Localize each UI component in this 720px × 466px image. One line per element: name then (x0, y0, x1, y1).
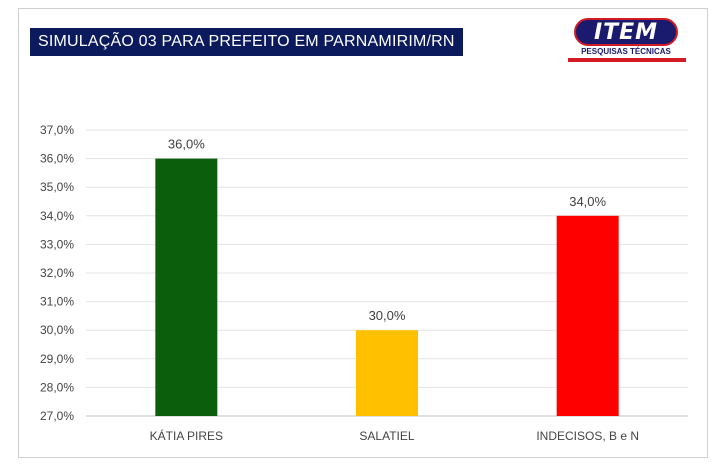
y-tick-label: 36,0% (40, 152, 74, 166)
logo-badge: ITEM (574, 18, 678, 46)
data-label: 36,0% (168, 137, 205, 152)
y-tick-label: 29,0% (40, 352, 74, 366)
y-tick-label: 30,0% (40, 323, 74, 337)
bar (556, 215, 619, 416)
x-axis-categories: KÁTIA PIRES SALATIEL INDECISOS, B e N (150, 428, 639, 443)
category-label: KÁTIA PIRES (150, 428, 223, 443)
data-label: 34,0% (569, 194, 606, 209)
data-label: 30,0% (369, 308, 406, 323)
logo-underline (568, 58, 686, 62)
bar (155, 158, 218, 416)
bars (155, 158, 619, 416)
data-labels: 36,0% 30,0% 34,0% (168, 137, 607, 324)
y-tick-label: 28,0% (40, 380, 74, 394)
bar (356, 330, 418, 416)
y-axis-ticks: 27,0% 28,0% 29,0% 30,0% 31,0% 32,0% 33,0% 34,0%… (40, 123, 74, 423)
category-label: INDECISOS, B e N (536, 429, 639, 443)
logo-subtitle: PESQUISAS TÉCNICAS (581, 47, 671, 56)
category-label: SALATIEL (359, 429, 414, 443)
y-tick-label: 37,0% (40, 123, 74, 137)
y-tick-label: 34,0% (40, 209, 74, 223)
y-tick-label: 33,0% (40, 237, 74, 251)
y-tick-label: 32,0% (40, 266, 74, 280)
y-tick-label: 31,0% (40, 295, 74, 309)
y-tick-label: 35,0% (40, 180, 74, 194)
chart-title: SIMULAÇÃO 03 PARA PREFEITO EM PARNAMIRIM… (30, 28, 463, 56)
y-tick-label: 27,0% (40, 409, 74, 423)
logo-name: ITEM (593, 20, 659, 45)
item-logo: ITEM PESQUISAS TÉCNICAS (568, 18, 686, 64)
